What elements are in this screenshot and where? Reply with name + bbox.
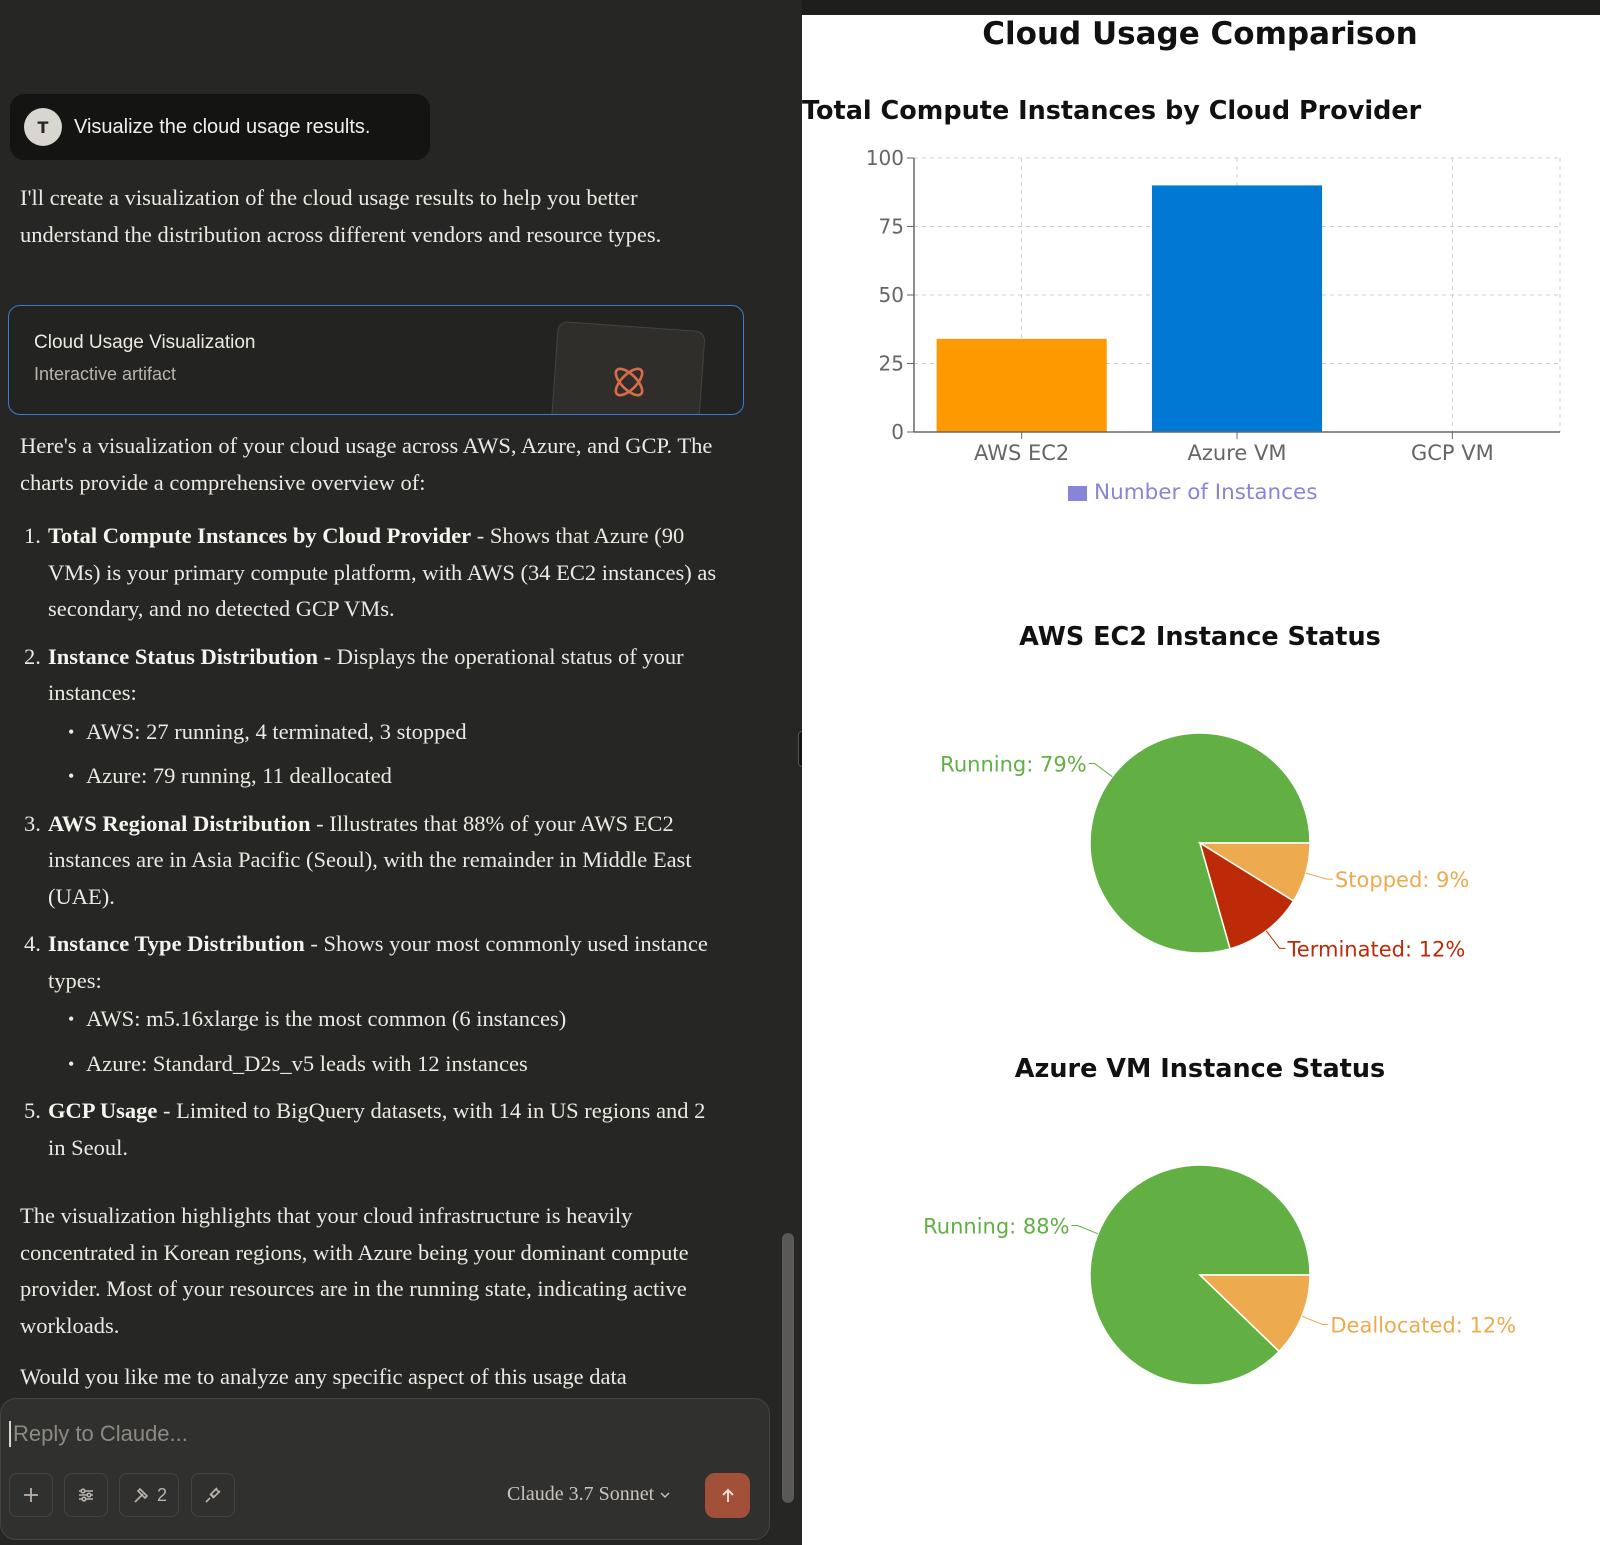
summary-item: 2. Instance Status Distribution - Display… [20,639,720,795]
atom-icon [614,367,644,397]
pie-label-line [1088,762,1113,778]
summary-item-text: - Shows that Azure (90 VMs) is your prim… [48,523,717,621]
bar-chart-title: Total Compute Instances by Cloud Provide… [802,96,1422,126]
plug-icon [205,1487,221,1503]
summary-item-text: - Limited to BigQuery datasets, with 14 … [48,1098,706,1160]
summary-item-number: 2. [24,643,41,669]
pie-label-deallocated: Deallocated: 12% [1330,1313,1516,1337]
user-message: T Visualize the cloud usage results. [10,94,430,160]
pie-slice-stopped [1197,842,1311,902]
summary-subitem: AWS: 27 running, 4 terminated, 3 stopped [48,714,720,751]
assistant-intro: I'll create a visualization of the cloud… [20,185,662,247]
azure-pie-chart: Running: 88% Deallocated: 12% [923,1164,1516,1386]
x-tick-label: Azure VM [1188,441,1287,465]
summary-item-number: 1. [24,523,41,548]
summary-subitem: Azure: Standard_D2s_v5 leads with 12 ins… [48,1046,720,1083]
summary-item-text: - Shows your most commonly used instance… [48,931,708,993]
arrow-up-icon [721,1488,734,1502]
summary-item: 3. AWS Regional Distribution - Illustrate… [20,806,720,916]
tools-count: 2 [156,1484,167,1505]
pie-label-stopped: Stopped: 9% [1335,868,1469,892]
pie-label-line [1265,930,1286,949]
y-tick-label: 75 [879,215,904,239]
artifact-subtitle: Interactive artifact [34,364,177,384]
assistant-conclusion: The visualization highlights that your c… [20,1203,689,1338]
summary-subitem: AWS: m5.16xlarge is the most common (6 i… [48,1001,720,1038]
chat-pane: T Visualize the cloud usage results. I'l… [0,0,802,1545]
summary-item-heading: GCP Usage [48,1098,158,1123]
summary-item-heading: Instance Status Distribution [48,643,319,669]
summary-item-number: 4. [24,931,41,956]
y-tick-label: 50 [879,283,904,307]
pie-label-line [1305,872,1333,880]
add-button[interactable] [9,1473,53,1517]
summary-item-number: 3. [24,810,41,836]
sliders-icon [79,1488,93,1502]
summary-subitems: AWS: m5.16xlarge is the most common (6 i… [48,1001,720,1082]
summary-subitem: Azure: 79 running, 11 deallocated [48,758,720,795]
summary-item-heading: Instance Type Distribution [48,931,305,956]
summary-item-number: 5. [24,1098,41,1123]
summary-item-heading: AWS Regional Distribution [48,810,311,836]
pie-label-running: Running: 79% [940,752,1086,776]
summary-item-heading: Total Compute Instances by Cloud Provide… [48,523,472,548]
legend-label: Number of Instances [1094,480,1317,505]
integrations-button[interactable] [191,1473,235,1517]
x-tick-label: AWS EC2 [974,441,1069,465]
artifact-toolbar [802,0,1600,15]
settings-button[interactable] [64,1473,108,1517]
chat-scrollbar[interactable] [782,1233,794,1503]
reply-input[interactable]: Reply to Claude... [9,1421,188,1447]
pie-label-running: Running: 88% [923,1215,1069,1239]
hammer-icon [134,1487,149,1503]
user-message-text: Visualize the cloud usage results. [74,115,371,138]
bar-azure-vm [1151,185,1323,432]
azure-pie-title: Azure VM Instance Status [1014,1054,1386,1084]
summary-item-text: - Illustrates that 88% of your AWS EC2 i… [48,810,692,909]
pie-label-terminated: Terminated: 12% [1287,937,1466,961]
y-tick-label: 25 [879,352,904,376]
model-name: Claude 3.7 Sonnet [507,1483,655,1505]
plus-icon [24,1488,38,1502]
chevron-down-icon [660,1492,670,1498]
artifact-title: Cloud Usage Visualization [34,332,256,353]
model-selector[interactable]: Claude 3.7 Sonnet [507,1483,671,1506]
artifact-pane: Cloud Usage Comparison Total Compute Ins… [802,0,1600,1545]
page-title: Cloud Usage Comparison [982,16,1418,52]
assistant-followup: Would you like me to analyze any specifi… [20,1364,627,1389]
summary-list: 1. Total Compute Instances by Cloud Provi… [20,518,720,1177]
bar-aws-ec2 [936,338,1107,432]
composer: Reply to Claude... 2 Claude 3.7 Sonnet [0,1398,770,1540]
legend-swatch [1068,486,1087,501]
y-tick-label: 0 [891,420,904,444]
summary-item: 4. Instance Type Distribution - Shows you… [20,926,720,1082]
artifact-card[interactable]: Cloud Usage Visualization Interactive ar… [8,305,744,415]
pie-label-line [1301,1315,1329,1325]
aws-pie-title: AWS EC2 Instance Status [1019,622,1381,652]
bar-chart: 0 25 50 75 100 AWS EC2 Azure VM GCP VM Number of… [866,146,1561,505]
summary-subitems: AWS: 27 running, 4 terminated, 3 stopped… [48,714,720,795]
send-button[interactable] [705,1473,750,1518]
pie-slice-deallocated [1198,1274,1311,1353]
aws-pie-chart: Running: 79% Terminated: 12% Stopped: 9% [940,732,1469,961]
assistant-overview: Here's a visualization of your cloud usa… [20,433,713,495]
avatar: T [24,108,62,146]
summary-item-text: - Displays the operational status of you… [48,643,684,706]
y-tick-label: 100 [866,146,904,170]
summary-item: 1. Total Compute Instances by Cloud Provi… [20,518,720,628]
summary-item: 5. GCP Usage - Limited to BigQuery datase… [20,1093,720,1166]
pie-label-line [1071,1225,1099,1235]
tools-button[interactable]: 2 [119,1473,179,1517]
x-tick-label: GCP VM [1411,441,1494,465]
